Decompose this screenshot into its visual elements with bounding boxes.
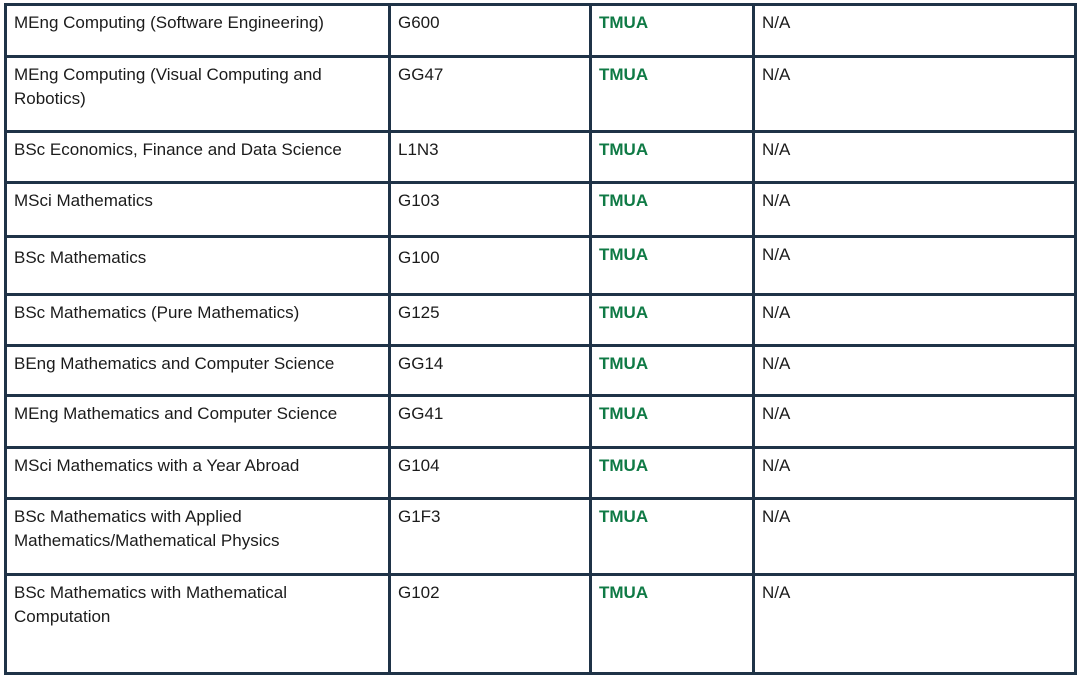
admissions-test-cell: TMUA: [589, 344, 755, 397]
admissions-test-cell: TMUA: [589, 130, 755, 184]
course-name-cell: MSci Mathematics: [4, 181, 391, 238]
ucas-code-cell: G600: [388, 3, 592, 58]
ucas-code-cell: L1N3: [388, 130, 592, 184]
admissions-test-cell: TMUA: [589, 394, 755, 449]
course-name-cell: MEng Mathematics and Computer Science: [4, 394, 391, 449]
admissions-test-cell: TMUA: [589, 293, 755, 347]
course-name-cell: MEng Computing (Software Engineering): [4, 3, 391, 58]
admissions-test-cell: TMUA: [589, 3, 755, 58]
table-row: BSc Mathematics G100 TMUA N/A: [4, 235, 1077, 296]
admissions-test-cell: TMUA: [589, 235, 755, 296]
course-name-cell: MSci Mathematics with a Year Abroad: [4, 446, 391, 500]
admissions-test-cell: TMUA: [589, 573, 755, 675]
admissions-test-cell: TMUA: [589, 55, 755, 133]
table-row: BSc Economics, Finance and Data Science …: [4, 130, 1077, 184]
admissions-test-cell: TMUA: [589, 497, 755, 576]
course-name-cell: BEng Mathematics and Computer Science: [4, 344, 391, 397]
additional-info-cell: N/A: [752, 394, 1077, 449]
course-name-cell: BSc Mathematics with Mathematical Comput…: [4, 573, 391, 675]
additional-info-cell: N/A: [752, 3, 1077, 58]
table-row: BSc Mathematics with Applied Mathematics…: [4, 497, 1077, 576]
table-row: BSc Mathematics (Pure Mathematics) G125 …: [4, 293, 1077, 347]
additional-info-cell: N/A: [752, 235, 1077, 296]
course-table: MEng Computing (Software Engineering) G6…: [4, 3, 1077, 675]
ucas-code-cell: G100: [388, 235, 592, 296]
additional-info-cell: N/A: [752, 130, 1077, 184]
course-name-cell: BSc Mathematics with Applied Mathematics…: [4, 497, 391, 576]
course-name-cell: MEng Computing (Visual Computing and Rob…: [4, 55, 391, 133]
course-name-cell: BSc Mathematics: [4, 235, 391, 296]
ucas-code-cell: G1F3: [388, 497, 592, 576]
ucas-code-cell: G103: [388, 181, 592, 238]
additional-info-cell: N/A: [752, 497, 1077, 576]
table-row: MSci Mathematics G103 TMUA N/A: [4, 181, 1077, 238]
ucas-code-cell: GG47: [388, 55, 592, 133]
ucas-code-cell: G104: [388, 446, 592, 500]
table-row: MEng Computing (Visual Computing and Rob…: [4, 55, 1077, 133]
table-row: MEng Mathematics and Computer Science GG…: [4, 394, 1077, 449]
table-row: MEng Computing (Software Engineering) G6…: [4, 3, 1077, 58]
admissions-test-cell: TMUA: [589, 181, 755, 238]
additional-info-cell: N/A: [752, 446, 1077, 500]
ucas-code-cell: GG14: [388, 344, 592, 397]
table-row: MSci Mathematics with a Year Abroad G104…: [4, 446, 1077, 500]
course-name-cell: BSc Economics, Finance and Data Science: [4, 130, 391, 184]
additional-info-cell: N/A: [752, 181, 1077, 238]
course-name-cell: BSc Mathematics (Pure Mathematics): [4, 293, 391, 347]
additional-info-cell: N/A: [752, 293, 1077, 347]
additional-info-cell: N/A: [752, 55, 1077, 133]
additional-info-cell: N/A: [752, 573, 1077, 675]
table-row: BEng Mathematics and Computer Science GG…: [4, 344, 1077, 397]
ucas-code-cell: G102: [388, 573, 592, 675]
additional-info-cell: N/A: [752, 344, 1077, 397]
table-row: BSc Mathematics with Mathematical Comput…: [4, 573, 1077, 675]
ucas-code-cell: G125: [388, 293, 592, 347]
ucas-code-cell: GG41: [388, 394, 592, 449]
admissions-test-cell: TMUA: [589, 446, 755, 500]
course-table-container: MEng Computing (Software Engineering) G6…: [4, 3, 1077, 675]
